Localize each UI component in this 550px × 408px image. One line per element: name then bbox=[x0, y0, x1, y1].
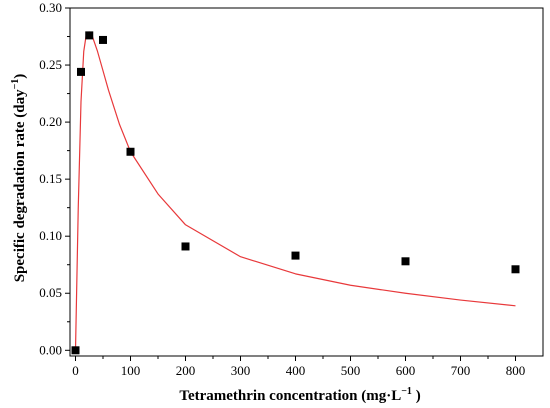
y-tick-label: 0.00 bbox=[39, 342, 62, 357]
x-tick-label: 300 bbox=[231, 363, 251, 378]
data-point bbox=[77, 67, 85, 76]
y-tick-label: 0.20 bbox=[39, 114, 62, 129]
x-tick-label: 0 bbox=[72, 363, 79, 378]
x-tick-label: 800 bbox=[506, 363, 526, 378]
data-point bbox=[291, 251, 300, 260]
y-tick-label: 0.05 bbox=[39, 285, 62, 300]
data-point bbox=[99, 35, 107, 44]
x-tick-label: 400 bbox=[286, 363, 306, 378]
data-point bbox=[401, 257, 410, 266]
y-axis-ticks: 0.00 0.05 0.10 0.15 0.20 0.25 0.30 bbox=[39, 0, 70, 357]
x-tick-label: 500 bbox=[341, 363, 361, 378]
fitted-curve-layer bbox=[74, 31, 516, 351]
x-tick-label: 600 bbox=[396, 363, 416, 378]
data-point bbox=[85, 31, 94, 40]
data-points-layer bbox=[71, 31, 520, 355]
x-tick-label: 200 bbox=[176, 363, 196, 378]
x-tick-label: 100 bbox=[121, 363, 141, 378]
x-axis-title: Tetramethrin concentration (mg·L−1 ) bbox=[179, 386, 420, 404]
data-point bbox=[181, 242, 190, 251]
y-tick-label: 0.25 bbox=[39, 57, 62, 72]
y-tick-label: 0.15 bbox=[39, 171, 62, 186]
x-tick-label: 700 bbox=[451, 363, 471, 378]
y-tick-label: 0.30 bbox=[39, 0, 62, 15]
x-axis-ticks: 0 100 200 300 400 500 600 700 800 bbox=[72, 356, 525, 378]
plot-frame bbox=[69, 7, 544, 357]
y-tick-label: 0.10 bbox=[39, 228, 62, 243]
data-point bbox=[511, 265, 520, 274]
y-axis-title: Specific degradation rate (day−1) bbox=[10, 74, 28, 283]
data-point bbox=[126, 147, 135, 156]
plot-border bbox=[69, 7, 544, 357]
data-point bbox=[71, 346, 80, 355]
fitted-curve-line bbox=[74, 31, 516, 351]
